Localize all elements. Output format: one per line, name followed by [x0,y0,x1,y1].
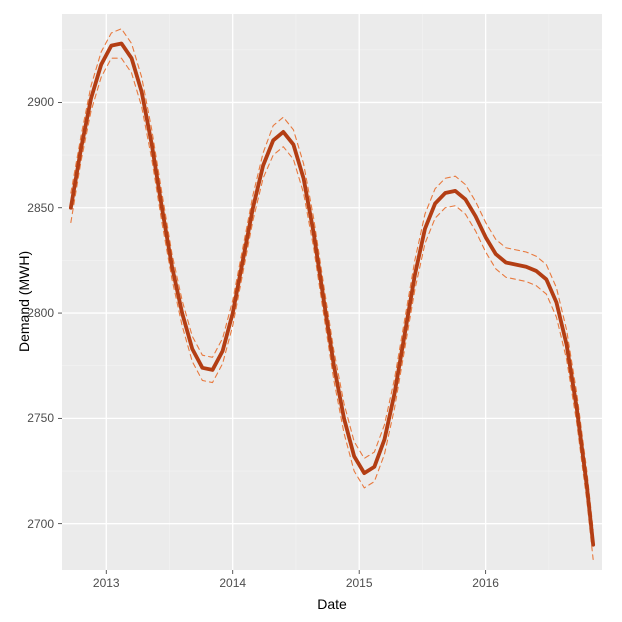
x-tick-label: 2014 [219,576,246,590]
y-axis-label: Demand (MWH) [16,251,32,352]
x-tick-label: 2013 [93,576,120,590]
x-axis-label: Date [317,596,347,612]
x-tick-label: 2015 [346,576,373,590]
demand-chart: Demand (MWH) Date 2013 2014 2015 2016 2700 27… [0,0,622,622]
y-tick-label: 2850 [27,201,54,215]
y-tick-label: 2750 [27,411,54,425]
y-tick-label: 2800 [27,306,54,320]
x-tick-label: 2016 [472,576,499,590]
y-tick-label: 2900 [27,95,54,109]
series-layer [0,0,622,622]
y-tick-label: 2700 [27,517,54,531]
